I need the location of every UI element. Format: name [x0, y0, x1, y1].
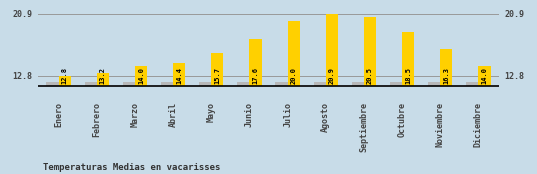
Text: 14.0: 14.0	[138, 68, 144, 84]
Bar	[428, 82, 440, 86]
Bar	[211, 53, 223, 86]
Text: 17.6: 17.6	[252, 68, 258, 84]
Text: 12.8: 12.8	[62, 68, 68, 84]
Bar	[275, 82, 288, 86]
Text: 20.0: 20.0	[291, 68, 296, 84]
Text: 14.4: 14.4	[176, 68, 182, 84]
Bar	[237, 82, 249, 86]
Bar	[326, 14, 338, 86]
Text: 20.5: 20.5	[367, 68, 373, 84]
Text: 20.9: 20.9	[329, 68, 335, 84]
Bar	[161, 82, 173, 86]
Bar	[288, 21, 300, 86]
Text: 14.0: 14.0	[482, 68, 488, 84]
Bar	[135, 66, 147, 86]
Bar	[402, 32, 415, 86]
Bar	[173, 63, 185, 86]
Text: 18.5: 18.5	[405, 68, 411, 84]
Bar	[97, 73, 109, 86]
Bar	[364, 17, 376, 86]
Text: 13.2: 13.2	[100, 68, 106, 84]
Bar	[46, 82, 59, 86]
Text: 15.7: 15.7	[214, 68, 220, 84]
Bar	[466, 82, 478, 86]
Bar	[390, 82, 402, 86]
Bar	[122, 82, 135, 86]
Bar	[440, 49, 453, 86]
Bar	[478, 66, 491, 86]
Bar	[59, 76, 71, 86]
Text: Temperaturas Medias en vacarisses: Temperaturas Medias en vacarisses	[43, 163, 220, 172]
Text: 16.3: 16.3	[444, 68, 449, 84]
Bar	[314, 82, 326, 86]
Bar	[199, 82, 211, 86]
Bar	[352, 82, 364, 86]
Bar	[84, 82, 97, 86]
Bar	[249, 39, 262, 86]
